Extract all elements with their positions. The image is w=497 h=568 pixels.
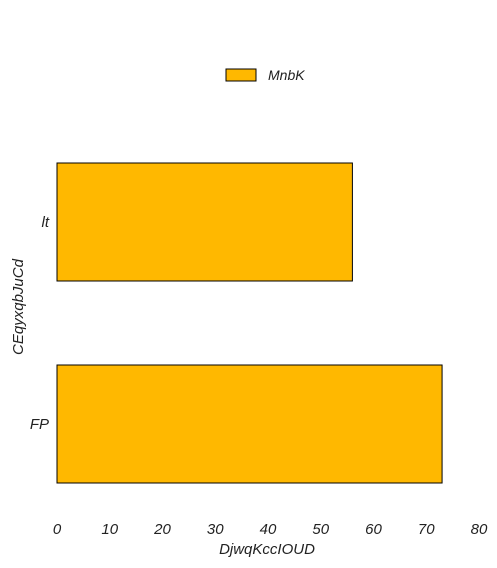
x-tick-label-60: 60 (365, 521, 382, 538)
x-tick-label-50: 50 (312, 521, 329, 538)
x-tick-label-0: 0 (53, 521, 62, 538)
legend: MnbK (225, 67, 305, 83)
x-axis-label: DjwqKccIOUD (219, 541, 315, 558)
x-tick-label-10: 10 (101, 521, 118, 538)
bars (56, 162, 443, 484)
y-tick-label-fp: FP (30, 416, 49, 433)
legend-label-mnbk: MnbK (268, 67, 305, 83)
y-tick-label-lt: lt (42, 214, 50, 231)
bar-fp (56, 364, 443, 484)
y-axis-ticks: lt FP (30, 214, 50, 433)
x-tick-label-70: 70 (418, 521, 435, 538)
legend-swatch (225, 68, 257, 82)
x-tick-label-30: 30 (207, 521, 224, 538)
y-axis-label: CEqyxqbJuCd (10, 258, 27, 355)
x-tick-label-80: 80 (471, 521, 488, 538)
bar-lt (56, 162, 353, 282)
x-axis-ticks: 0 10 20 30 40 50 60 70 80 (53, 521, 488, 538)
x-tick-label-20: 20 (153, 521, 171, 538)
x-tick-label-40: 40 (260, 521, 277, 538)
